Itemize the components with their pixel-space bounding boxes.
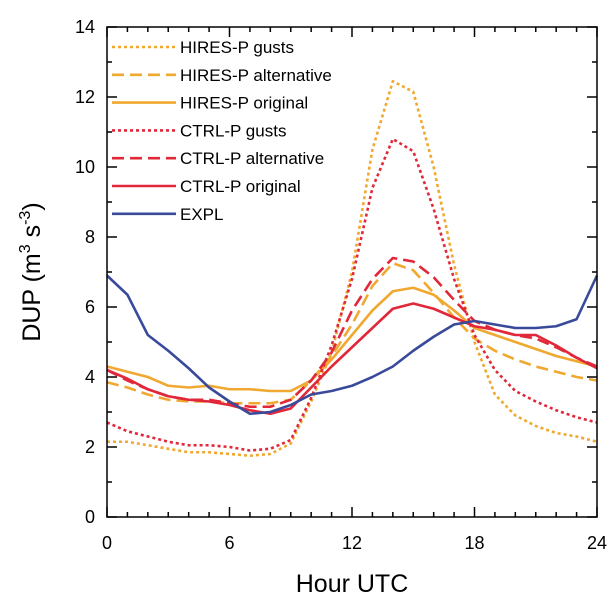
y-tick-label: 8 — [85, 227, 95, 247]
series-line — [106, 137, 598, 452]
legend-label: CTRL-P gusts — [180, 121, 286, 140]
series-line — [107, 79, 598, 458]
series-line — [106, 302, 598, 416]
series-line — [106, 286, 598, 393]
series-line — [106, 274, 599, 416]
x-tick-label: 24 — [587, 533, 607, 553]
y-tick-label: 4 — [85, 367, 95, 387]
y-tick-label: 6 — [85, 297, 95, 317]
y-label-sup: -3 — [17, 211, 34, 225]
x-axis-label: Hour UTC — [296, 570, 409, 598]
y-axis-label: DUP (m3 s-3) — [17, 202, 46, 341]
y-tick-label: 12 — [75, 87, 95, 107]
y-tick-label: 14 — [75, 17, 95, 37]
y-label-sup: 3 — [17, 244, 34, 253]
y-tick-label: 0 — [85, 507, 95, 527]
legend-label: HIRES-P original — [180, 94, 308, 113]
legend-label: CTRL-P alternative — [180, 149, 324, 168]
x-tick-label: 18 — [464, 533, 484, 553]
y-tick-label: 2 — [85, 437, 95, 457]
legend-label: HIRES-P alternative — [180, 66, 332, 85]
y-label-part: DUP (m — [18, 253, 46, 341]
x-tick-label: 12 — [342, 533, 362, 553]
legend-label: EXPL — [180, 205, 223, 224]
legend-label: CTRL-P original — [180, 177, 301, 196]
y-label-part: ) — [18, 202, 46, 210]
legend-label: HIRES-P gusts — [180, 38, 294, 57]
y-label-part: s — [18, 225, 46, 244]
plot-frame — [106, 26, 598, 518]
x-tick-label: 0 — [102, 533, 112, 553]
x-tick-label: 6 — [224, 533, 234, 553]
y-tick-label: 10 — [75, 157, 95, 177]
